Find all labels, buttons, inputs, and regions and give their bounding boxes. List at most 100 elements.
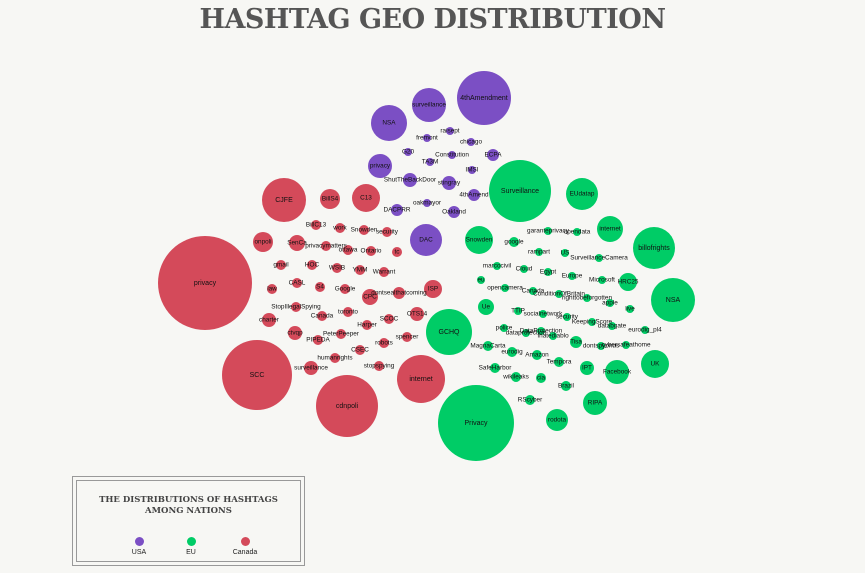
bubble-eu-3 xyxy=(651,278,695,322)
bubble-usa-6 xyxy=(442,176,456,190)
bubble-eu-51 xyxy=(537,327,545,335)
bubble-label-usa-10: DACPRR xyxy=(384,207,411,214)
bubble-label-canada-24: gmail xyxy=(273,262,288,269)
bubble-usa-15 xyxy=(404,148,412,156)
bubble-label-canada-34: Canada xyxy=(311,313,334,320)
bubble-eu-26 xyxy=(544,227,552,235)
bubble-label-canada-36: SCOC xyxy=(380,316,399,323)
legend-item-canada: Canada xyxy=(220,537,270,556)
bubble-eu-45 xyxy=(563,313,571,321)
bubble-label-canada-14: surveillance xyxy=(294,365,328,372)
bubble-label-eu-31: marcocivil xyxy=(483,263,511,270)
legend-title-line-1: THE DISTRIBUTIONS OF HASHTAGS xyxy=(99,495,278,505)
bubble-label-usa-6: stingray xyxy=(438,180,461,187)
bubble-canada-24 xyxy=(276,260,286,270)
bubble-eu-34 xyxy=(568,272,576,280)
bubble-label-canada-40: spencer xyxy=(396,334,420,341)
bubble-label-eu-8: internet xyxy=(599,226,621,233)
bubble-label-eu-18: RScyber xyxy=(518,397,543,404)
legend-title-line-2: AMONG NATIONS xyxy=(145,506,232,516)
bubble-label-eu-10: Facebook xyxy=(603,369,632,376)
bubble-label-eu-19: MagnaCarta xyxy=(470,343,506,350)
bubble-canada-44 xyxy=(374,361,384,371)
bubble-label-eu-4: billofrights xyxy=(638,245,670,252)
bubble-usa-5 xyxy=(403,173,417,187)
bubble-eu-0 xyxy=(438,385,514,461)
bubble-label-eu-54: cybersafeathome xyxy=(601,342,650,349)
bubble-label-canada-23: tc xyxy=(395,249,401,256)
bubble-label-canada-44: stopspying xyxy=(364,363,395,370)
bubble-label-eu-23: SafeHarbor xyxy=(479,365,513,372)
bubble-label-canada-3: internet xyxy=(409,376,432,383)
bubble-canada-13 xyxy=(288,326,302,340)
bubble-canada-15 xyxy=(393,287,405,299)
bubble-label-eu-52: Ihatediablo xyxy=(537,333,569,340)
bubble-label-usa-13: fremont xyxy=(416,135,438,142)
bubble-label-eu-33: Egypt xyxy=(540,269,557,276)
bubble-label-eu-17: google xyxy=(504,239,524,246)
bubble-label-eu-29: US xyxy=(561,250,570,257)
bubble-eu-7 xyxy=(465,226,493,254)
bubble-label-eu-25: cia xyxy=(537,375,546,382)
bubble-eu-41 xyxy=(606,299,614,307)
bubble-canada-28 xyxy=(379,267,389,277)
bubble-eu-54 xyxy=(622,341,630,349)
bubble-eu-9 xyxy=(583,391,607,415)
bubble-label-eu-34: Europe xyxy=(562,273,583,280)
bubble-label-canada-37: Harper xyxy=(357,322,377,329)
legend-item-usa: USA xyxy=(114,537,164,556)
bubble-label-canada-10: CPC xyxy=(363,294,377,301)
bubble-label-canada-1: SCC xyxy=(250,372,265,379)
legend-label-usa: USA xyxy=(131,549,147,556)
bubble-usa-18 xyxy=(468,166,476,174)
bubble-label-eu-47: dataprotection xyxy=(506,330,547,337)
bubble-label-eu-51: DataProtection xyxy=(520,328,563,335)
bubble-label-eu-45: security xyxy=(556,314,579,321)
bubble-label-eu-40: righttobeforgotten xyxy=(562,295,613,302)
bubble-canada-5 xyxy=(352,184,380,212)
bubble-label-eu-7: Snowden xyxy=(466,237,493,244)
bubble-label-canada-43: humanrights xyxy=(317,355,352,362)
bubble-label-usa-16: Constitution xyxy=(435,152,469,159)
bubble-eu-8 xyxy=(597,216,623,242)
bubble-eu-6 xyxy=(641,350,669,378)
bubble-label-eu-13: Ue xyxy=(482,304,491,311)
bubble-label-canada-5: C13 xyxy=(360,195,372,202)
bubble-canada-4 xyxy=(262,178,306,222)
bubble-label-eu-14: IPT xyxy=(582,365,592,372)
bubble-eu-5 xyxy=(566,178,598,210)
legend-swatch-eu xyxy=(186,537,196,546)
bubble-canada-29 xyxy=(292,278,302,288)
bubble-canada-42 xyxy=(379,338,389,348)
bubble-eu-29 xyxy=(561,249,569,257)
bubble-canada-30 xyxy=(315,282,325,292)
bubble-eu-44 xyxy=(539,310,547,318)
bubble-label-canada-13: ctvqp xyxy=(287,330,303,337)
bubble-canada-33 xyxy=(291,302,301,312)
bubble-label-canada-12: charter xyxy=(259,317,280,324)
bubble-canada-20 xyxy=(321,241,331,251)
bubble-canada-14 xyxy=(304,361,318,375)
bubble-label-eu-44: socialnetwork xyxy=(524,311,564,318)
bubble-usa-11 xyxy=(423,199,431,207)
bubble-canada-21 xyxy=(343,245,353,255)
bubble-label-canada-8: ISP xyxy=(428,286,438,293)
bubble-label-eu-36: eu xyxy=(477,277,485,284)
bubble-eu-15 xyxy=(570,336,582,348)
bubble-eu-12 xyxy=(619,273,637,291)
bubble-label-canada-4: CJFE xyxy=(275,197,293,204)
bubble-label-canada-11: OTS14 xyxy=(407,311,428,318)
bubble-label-canada-18: Snowden xyxy=(351,227,378,234)
bubble-label-canada-31: Google xyxy=(335,286,356,293)
bubble-label-canada-20: privacymatters xyxy=(305,243,347,250)
bubble-canada-25 xyxy=(307,260,317,270)
bubble-label-eu-37: opencamera xyxy=(487,285,523,292)
bubble-canada-27 xyxy=(355,265,365,275)
bubble-label-canada-17: work xyxy=(332,225,347,232)
bubble-eu-39 xyxy=(555,290,563,298)
bubble-usa-12 xyxy=(446,127,454,135)
bubble-eu-30 xyxy=(595,254,603,262)
bubble-label-canada-30: S4 xyxy=(316,284,324,291)
bubble-label-eu-6: UK xyxy=(651,361,661,368)
